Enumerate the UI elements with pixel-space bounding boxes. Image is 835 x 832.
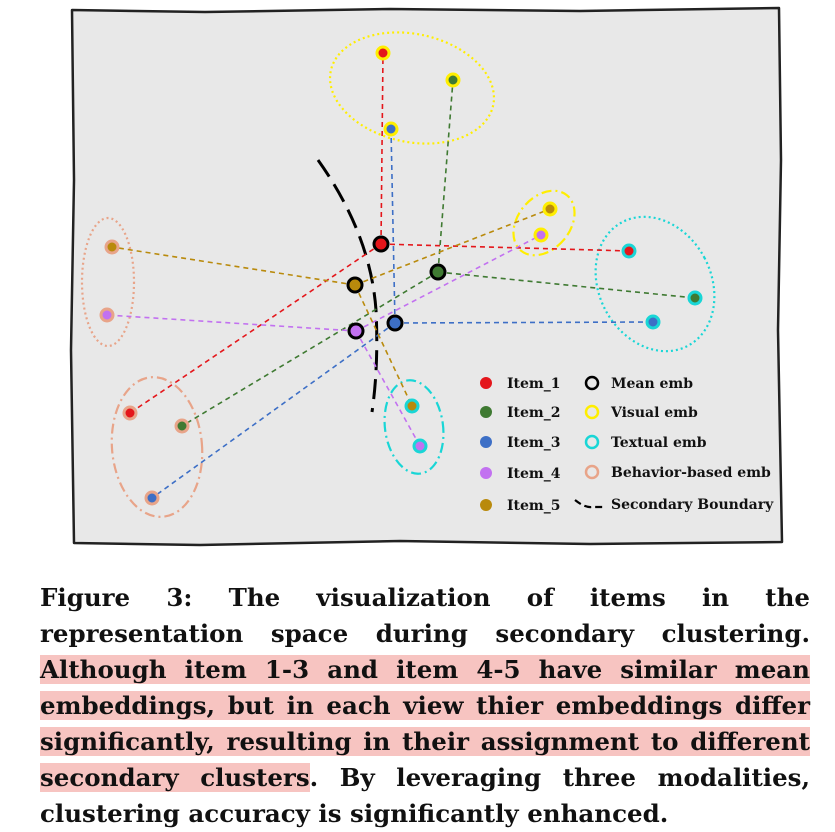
item5-mean-textual xyxy=(354,284,413,407)
item4-mean-point xyxy=(347,322,365,340)
item4-visual-point xyxy=(533,227,549,243)
legend-item5-label: Item_5 xyxy=(507,498,560,514)
legend-boundary-marker xyxy=(574,499,604,509)
figure-caption: Figure 3: The visualization of items in … xyxy=(40,580,810,832)
legend-item5-marker xyxy=(480,499,492,511)
item4-mean-behavior xyxy=(106,314,357,332)
legend-item1-marker xyxy=(480,377,492,389)
legend-behavior-label: Behavior-based emb xyxy=(611,465,771,481)
item2-mean-behavior xyxy=(181,271,439,427)
legend-item4-marker xyxy=(480,467,492,479)
item1-mean-point xyxy=(372,235,390,253)
item5-behavior-point xyxy=(104,239,120,255)
item1-visual-point xyxy=(375,45,391,61)
behavior-cluster-2-outline xyxy=(110,376,204,518)
item3-mean-behavior xyxy=(151,322,396,499)
item1-mean-behavior xyxy=(129,243,382,414)
legend-item3-label: Item_3 xyxy=(507,435,560,451)
item4-behavior-point xyxy=(99,307,115,323)
legend-mean-label: Mean emb xyxy=(611,376,693,392)
legend-item3-marker xyxy=(480,436,492,448)
legend-textual-label: Textual emb xyxy=(611,435,707,451)
legend-visual-marker xyxy=(584,404,600,420)
clustering-diagram: Item_1 Item_2 Item_3 Item_4 Item_5 Mean … xyxy=(69,6,784,547)
connection-lines xyxy=(106,52,696,499)
item3-mean-textual xyxy=(394,321,654,324)
item5-mean-point xyxy=(346,276,364,294)
visual-cluster-2-outline xyxy=(512,189,576,257)
diagram-panel xyxy=(69,6,784,547)
caption-lead: Figure 3: The visualization of items in … xyxy=(40,583,810,648)
behavior-cluster-1-outline xyxy=(80,216,136,348)
item5-textual-point xyxy=(404,398,420,414)
embedding-points xyxy=(99,45,703,506)
item1-mean-visual xyxy=(380,52,384,245)
item3-mean-point xyxy=(386,314,404,332)
item1-behavior-point xyxy=(122,405,138,421)
legend-item2-marker xyxy=(480,406,492,418)
item3-textual-point xyxy=(645,314,661,330)
item2-mean-textual xyxy=(437,271,696,299)
item5-visual-point xyxy=(542,201,558,217)
textual-cluster-1-outline xyxy=(594,215,716,353)
legend-boundary-label: Secondary Boundary xyxy=(611,497,774,513)
item3-visual-point xyxy=(383,121,399,137)
legend-item4-label: Item_4 xyxy=(507,466,561,482)
item2-mean-point xyxy=(429,263,447,281)
legend-item2-label: Item_2 xyxy=(507,405,560,421)
textual-cluster-2-outline xyxy=(383,379,445,475)
item2-behavior-point xyxy=(174,418,190,434)
item4-mean-visual xyxy=(355,234,542,332)
item1-textual-point xyxy=(621,243,637,259)
item2-textual-point xyxy=(687,290,703,306)
legend-visual-label: Visual emb xyxy=(610,405,698,421)
cluster-outlines xyxy=(80,31,716,518)
item4-mean-textual xyxy=(355,330,421,447)
legend-item1-label: Item_1 xyxy=(507,376,560,392)
item2-visual-point xyxy=(445,72,461,88)
legend-mean-marker xyxy=(584,375,600,391)
item4-textual-point xyxy=(412,438,428,454)
legend-textual-marker xyxy=(584,434,600,450)
legend: Item_1 Item_2 Item_3 Item_4 Item_5 Mean … xyxy=(480,375,774,514)
item3-behavior-point xyxy=(144,490,160,506)
item5-mean-visual xyxy=(354,208,551,286)
item5-mean-behavior xyxy=(111,246,356,286)
visual-cluster-1-outline xyxy=(328,31,496,145)
legend-behavior-marker xyxy=(584,464,600,480)
